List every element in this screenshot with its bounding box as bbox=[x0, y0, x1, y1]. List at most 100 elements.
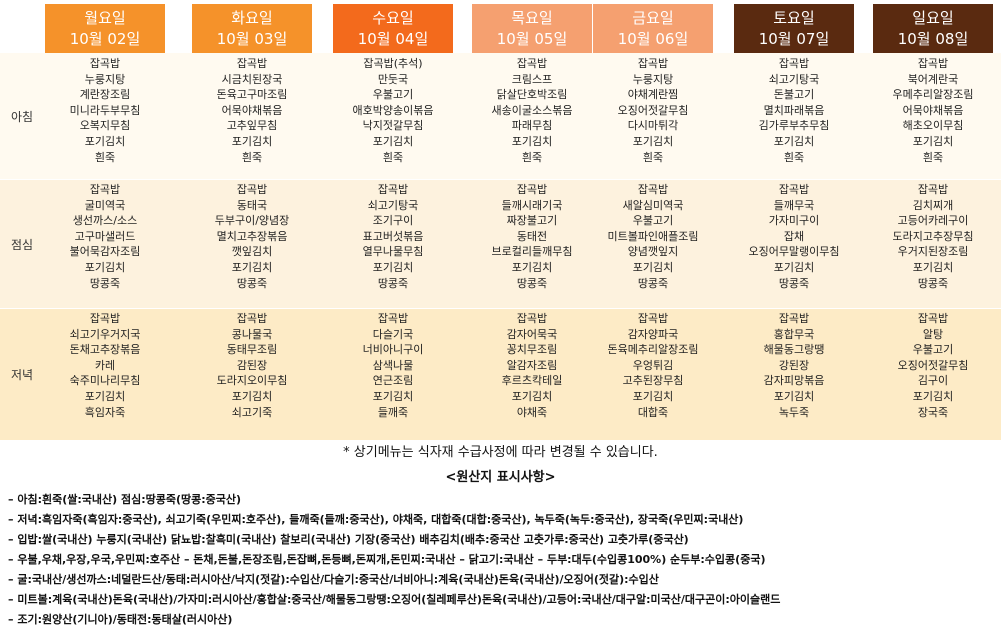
menu-item: 야채죽 bbox=[516, 405, 548, 419]
menu-item: 감된장 bbox=[236, 358, 268, 372]
menu-item: 우엉튀김 bbox=[632, 358, 674, 372]
day-column: 일요일 10월 08일 잡곡밥 북어계란국 우메추리알장조림 어묵야채볶음 해초오이무침 포기… bbox=[873, 4, 993, 440]
menu-item: 김구이 bbox=[917, 374, 949, 388]
menu-item: 김가루부추무침 bbox=[758, 119, 830, 133]
menu-item: 감자양파국 bbox=[627, 327, 679, 341]
menu-item: 포기김치 bbox=[231, 389, 273, 403]
menu-item: 가자미구이 bbox=[768, 214, 820, 228]
origin-line: – 미트볼:계육(국내산)돈육(국내산)/가자미:러시아산/홍합살:중국산/해물… bbox=[8, 593, 781, 606]
day-header: 금요일 10월 06일 bbox=[593, 4, 713, 53]
menu-item: 잡곡밥 bbox=[516, 183, 548, 196]
menu-item: 우거지된장조림 bbox=[897, 245, 969, 259]
menu-item: 잡곡밥 bbox=[917, 183, 949, 196]
menu-item: 알탕 bbox=[922, 327, 944, 341]
menu-item: 잡곡밥 bbox=[637, 57, 669, 70]
menu-item: 포기김치 bbox=[773, 389, 815, 403]
day-column: 토요일 10월 07일 잡곡밥 쇠고기탕국 돈불고기 멸치파래볶음 김가루부추무침 포기김치 흰… bbox=[734, 4, 854, 440]
menu-item: 오복지무침 bbox=[79, 119, 131, 133]
day-header: 월요일 10월 02일 bbox=[45, 4, 165, 53]
breakfast-items: 잡곡밥 크림스프 닭살단호박조림 새송이굴소스볶음 파래무침 포기김치 흰죽 bbox=[472, 56, 592, 165]
menu-item: 잡곡밥 bbox=[236, 57, 268, 70]
menu-item: 삼색나물 bbox=[372, 358, 414, 372]
menu-item: 땅콩죽 bbox=[516, 276, 548, 290]
menu-item: 돈채고추장볶음 bbox=[69, 343, 141, 357]
menu-item: 땅콩죽 bbox=[917, 276, 949, 290]
menu-item: 잡곡밥 bbox=[89, 312, 121, 325]
day-name: 수요일 bbox=[372, 9, 414, 27]
menu-item: 두부구이/양념장 bbox=[214, 214, 290, 228]
day-header: 목요일 10월 05일 bbox=[472, 4, 592, 53]
day-date: 10월 07일 bbox=[758, 30, 830, 48]
menu-item: 들깨시래기국 bbox=[501, 198, 563, 212]
menu-item: 애호박양송이볶음 bbox=[352, 103, 434, 117]
dinner-band bbox=[0, 309, 1001, 440]
menu-item: 짜장불고기 bbox=[506, 214, 558, 228]
menu-item: 알감자조림 bbox=[506, 358, 558, 372]
menu-item: 너비아니구이 bbox=[362, 343, 424, 357]
menu-item: 잡채 bbox=[783, 229, 805, 243]
menu-item: 포기김치 bbox=[372, 260, 414, 274]
menu-item: 흰죽 bbox=[241, 150, 263, 164]
day-date: 10월 03일 bbox=[216, 30, 288, 48]
origin-line: – 조기:원양산(기니아)/동태전:동태살(러시아산) bbox=[8, 613, 233, 626]
lunch-band bbox=[0, 180, 1001, 308]
day-header: 토요일 10월 07일 bbox=[734, 4, 854, 53]
menu-item: 새송이굴소스볶음 bbox=[491, 103, 573, 117]
menu-item: 표고버섯볶음 bbox=[362, 229, 424, 243]
menu-item: 시금치된장국 bbox=[221, 72, 283, 86]
menu-item: 동태전 bbox=[516, 229, 548, 243]
day-date: 10월 05일 bbox=[496, 30, 568, 48]
menu-item: 불어묵감자조림 bbox=[69, 245, 141, 259]
lunch-items: 잡곡밥 김치찌개 고등어카레구이 도라지고추장무침 우거지된장조림 포기김치 땅콩죽 bbox=[873, 182, 993, 291]
menu-item: 꽁치무조림 bbox=[506, 343, 558, 357]
menu-item: 잡곡밥 bbox=[917, 57, 949, 70]
day-date: 10월 06일 bbox=[617, 30, 689, 48]
menu-item: 쇠고기우거지국 bbox=[69, 327, 141, 341]
menu-item: 포기김치 bbox=[632, 389, 674, 403]
menu-item: 포기김치 bbox=[912, 260, 954, 274]
day-name: 토요일 bbox=[773, 9, 815, 27]
dinner-items: 잡곡밥 다슬기국 너비아니구이 삼색나물 연근조림 포기김치 들깨죽 bbox=[333, 311, 453, 420]
menu-item: 크림스프 bbox=[511, 72, 553, 86]
menu-item: 오징어무말랭이무침 bbox=[748, 245, 840, 259]
menu-item: 연근조림 bbox=[372, 374, 414, 388]
menu-item: 김치찌개 bbox=[912, 198, 954, 212]
menu-item: 포기김치 bbox=[231, 260, 273, 274]
menu-item: 포기김치 bbox=[912, 134, 954, 148]
breakfast-band bbox=[0, 53, 1001, 179]
menu-item: 포기김치 bbox=[84, 134, 126, 148]
breakfast-items: 잡곡밥(추석) 만둣국 우불고기 애호박양송이볶음 낙지젓갈무침 포기김치 흰죽 bbox=[333, 56, 453, 165]
day-name: 목요일 bbox=[511, 9, 553, 27]
lunch-items: 잡곡밥 새알심미역국 우불고기 미트볼파인애플조림 양념깻잎지 포기김치 땅콩죽 bbox=[593, 182, 713, 291]
menu-item: 포기김치 bbox=[773, 260, 815, 274]
dinner-items: 잡곡밥 쇠고기우거지국 돈채고추장볶음 카레 숙주미나리무침 포기김치 흑임자죽 bbox=[45, 311, 165, 420]
menu-item: 도라지오이무침 bbox=[216, 374, 288, 388]
menu-item: 열무나물무침 bbox=[362, 245, 424, 259]
menu-item: 돈육고구마조림 bbox=[216, 88, 288, 102]
weekly-menu-table: 아침 점심 저녁 월요일 10월 02일 잡곡밥 누룽지탕 계란장조림 미니라두부무침 오복… bbox=[0, 4, 1001, 440]
origin-line: – 아침:흰죽(쌀:국내산) 점심:땅콩죽(땅콩:중국산) bbox=[8, 493, 242, 506]
menu-item: 포기김치 bbox=[84, 389, 126, 403]
menu-item: 들깨무국 bbox=[773, 198, 815, 212]
menu-item: 고추잎무침 bbox=[226, 119, 278, 133]
menu-item: 돈불고기 bbox=[773, 88, 815, 102]
origin-line: – 저녁:흑임자죽(흑임자:중국산), 쇠고기죽(우민찌:호주산), 들깨죽(들… bbox=[8, 513, 744, 526]
menu-item: 대합죽 bbox=[637, 405, 669, 419]
menu-item: 잡곡밥 bbox=[516, 57, 548, 70]
day-name: 화요일 bbox=[231, 9, 273, 27]
menu-item: 포기김치 bbox=[511, 134, 553, 148]
menu-item: 카레 bbox=[94, 358, 116, 372]
menu-item: 도라지고추장무침 bbox=[892, 229, 974, 243]
menu-item: 고구마샐러드 bbox=[74, 229, 136, 243]
menu-item: 누룽지탕 bbox=[632, 72, 674, 86]
menu-item: 멸치파래볶음 bbox=[763, 103, 825, 117]
day-header: 수요일 10월 04일 bbox=[333, 4, 453, 53]
day-column: 화요일 10월 03일 잡곡밥 시금치된장국 돈육고구마조림 어묵야채볶음 고추잎무침 포기김… bbox=[192, 4, 312, 440]
day-name: 금요일 bbox=[632, 9, 674, 27]
menu-item: 오징어젓갈무침 bbox=[617, 103, 689, 117]
menu-item: 잡곡밥 bbox=[637, 183, 669, 196]
menu-item: 땅콩죽 bbox=[637, 276, 669, 290]
origin-title: <원산지 표시사항> bbox=[445, 470, 556, 485]
menu-item: 잡곡밥 bbox=[89, 57, 121, 70]
menu-item: 북어계란국 bbox=[907, 72, 959, 86]
